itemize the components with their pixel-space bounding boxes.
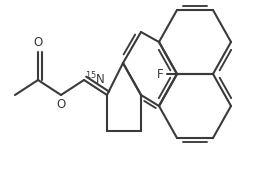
Text: O: O: [56, 98, 66, 111]
Text: O: O: [33, 36, 43, 49]
Text: F: F: [157, 68, 164, 80]
Text: $^{15}$N: $^{15}$N: [85, 71, 106, 87]
